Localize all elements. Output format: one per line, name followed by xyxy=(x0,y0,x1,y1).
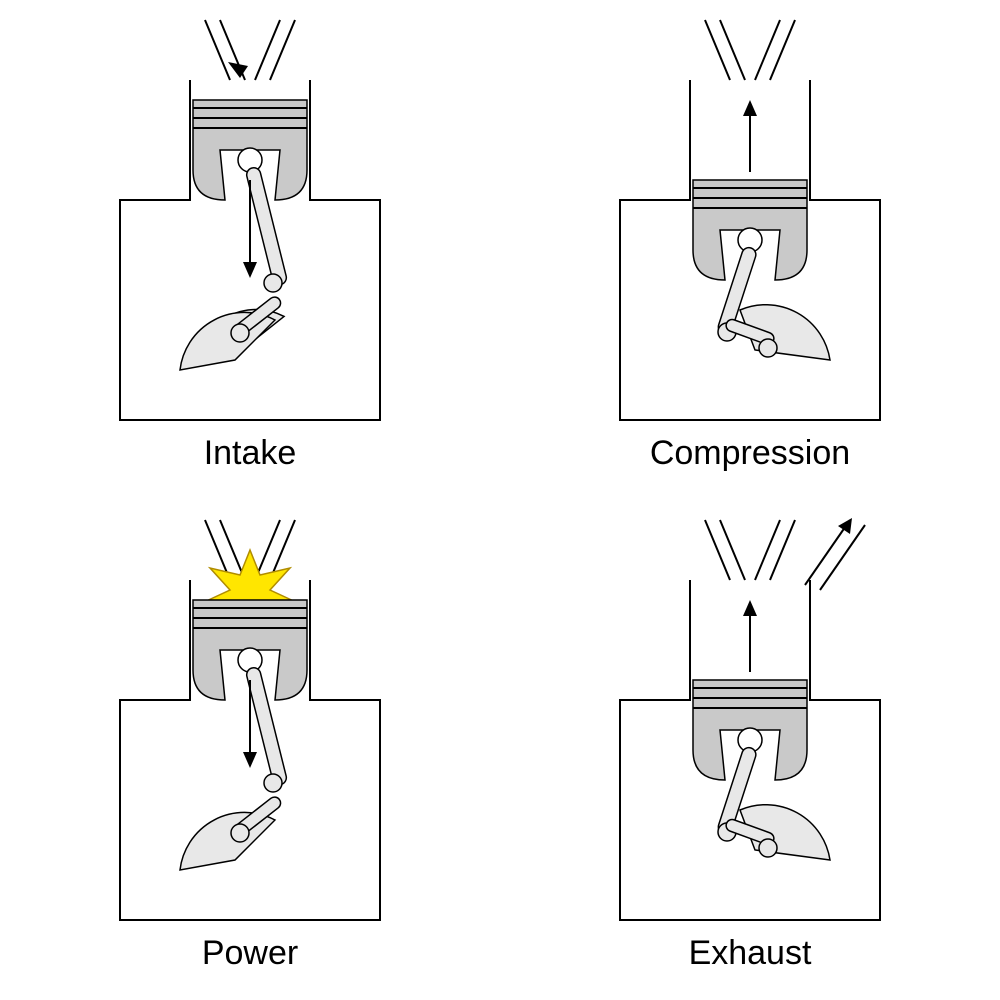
label-intake: Intake xyxy=(204,434,297,473)
four-stroke-diagram: Intake Compression xyxy=(0,0,1000,1000)
cell-intake: Intake xyxy=(0,0,500,500)
cell-power: Power xyxy=(0,500,500,1000)
label-compression: Compression xyxy=(650,434,850,473)
exhaust-svg xyxy=(530,500,970,940)
label-power: Power xyxy=(202,934,298,973)
cell-compression: Compression xyxy=(500,0,1000,500)
compression-svg xyxy=(530,0,970,440)
power-svg xyxy=(30,500,470,940)
intake-svg xyxy=(30,0,470,440)
cell-exhaust: Exhaust xyxy=(500,500,1000,1000)
label-exhaust: Exhaust xyxy=(689,934,812,973)
